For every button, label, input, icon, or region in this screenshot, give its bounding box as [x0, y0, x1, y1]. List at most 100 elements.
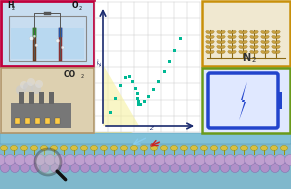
Text: -Z'': -Z''	[97, 58, 102, 66]
Ellipse shape	[250, 40, 254, 44]
Circle shape	[65, 154, 75, 166]
Ellipse shape	[206, 45, 210, 49]
FancyBboxPatch shape	[277, 92, 282, 109]
Ellipse shape	[10, 146, 17, 150]
Circle shape	[20, 163, 29, 173]
Point	[108, 111, 113, 114]
Ellipse shape	[239, 45, 243, 49]
Ellipse shape	[221, 50, 225, 54]
Circle shape	[0, 154, 6, 166]
Circle shape	[35, 149, 61, 175]
Circle shape	[224, 154, 235, 166]
Ellipse shape	[161, 146, 168, 150]
Circle shape	[194, 154, 205, 166]
Point	[133, 87, 138, 90]
Ellipse shape	[272, 40, 276, 44]
FancyBboxPatch shape	[15, 118, 20, 124]
Circle shape	[191, 163, 200, 173]
Point	[130, 80, 135, 83]
Ellipse shape	[210, 45, 214, 49]
Ellipse shape	[250, 30, 254, 34]
Polygon shape	[239, 82, 247, 120]
Circle shape	[171, 163, 180, 173]
Point	[138, 103, 143, 106]
Ellipse shape	[228, 35, 232, 39]
Ellipse shape	[276, 40, 280, 44]
Circle shape	[150, 163, 159, 173]
Ellipse shape	[261, 50, 265, 54]
Ellipse shape	[272, 45, 276, 49]
Ellipse shape	[254, 40, 258, 44]
Ellipse shape	[217, 45, 221, 49]
Circle shape	[51, 163, 59, 173]
Ellipse shape	[206, 50, 210, 54]
Circle shape	[31, 163, 40, 173]
Ellipse shape	[243, 35, 247, 39]
FancyBboxPatch shape	[19, 92, 24, 104]
Ellipse shape	[217, 40, 221, 44]
Circle shape	[145, 154, 155, 166]
Polygon shape	[75, 104, 135, 134]
Ellipse shape	[228, 50, 232, 54]
Point	[136, 103, 141, 106]
Ellipse shape	[260, 146, 267, 150]
Ellipse shape	[221, 40, 225, 44]
Circle shape	[265, 154, 276, 166]
Circle shape	[27, 78, 35, 86]
Ellipse shape	[217, 50, 221, 54]
Circle shape	[180, 163, 189, 173]
Ellipse shape	[239, 40, 243, 44]
Circle shape	[120, 163, 129, 173]
Ellipse shape	[1, 146, 8, 150]
Circle shape	[54, 154, 65, 166]
Point	[172, 49, 177, 52]
Ellipse shape	[150, 146, 157, 150]
Text: 2: 2	[81, 74, 84, 80]
Ellipse shape	[250, 45, 254, 49]
Circle shape	[114, 154, 125, 166]
Circle shape	[61, 46, 64, 49]
Circle shape	[45, 154, 56, 166]
Ellipse shape	[254, 35, 258, 39]
Circle shape	[210, 163, 219, 173]
Circle shape	[255, 154, 265, 166]
Polygon shape	[103, 64, 139, 126]
Ellipse shape	[240, 146, 248, 150]
Circle shape	[10, 163, 19, 173]
Ellipse shape	[221, 30, 225, 34]
Ellipse shape	[261, 30, 265, 34]
Ellipse shape	[254, 30, 258, 34]
Point	[157, 80, 161, 83]
Circle shape	[35, 154, 45, 166]
Ellipse shape	[61, 146, 68, 150]
Circle shape	[274, 154, 285, 166]
FancyBboxPatch shape	[202, 68, 290, 133]
FancyBboxPatch shape	[45, 118, 50, 124]
Ellipse shape	[228, 30, 232, 34]
Ellipse shape	[265, 35, 269, 39]
Circle shape	[95, 154, 106, 166]
Point	[178, 37, 183, 40]
Circle shape	[24, 154, 36, 166]
Text: 2: 2	[79, 5, 82, 11]
Point	[135, 97, 140, 100]
Point	[127, 75, 132, 78]
Ellipse shape	[250, 50, 254, 54]
Ellipse shape	[261, 40, 265, 44]
Point	[124, 76, 128, 79]
Ellipse shape	[20, 146, 28, 150]
Ellipse shape	[206, 30, 210, 34]
Point	[135, 92, 139, 95]
Circle shape	[104, 154, 116, 166]
Ellipse shape	[265, 50, 269, 54]
Ellipse shape	[210, 35, 214, 39]
Ellipse shape	[217, 30, 221, 34]
Ellipse shape	[261, 35, 265, 39]
Ellipse shape	[232, 40, 236, 44]
Ellipse shape	[254, 45, 258, 49]
Ellipse shape	[232, 30, 236, 34]
Circle shape	[15, 154, 26, 166]
Ellipse shape	[228, 40, 232, 44]
Ellipse shape	[228, 45, 232, 49]
Ellipse shape	[70, 146, 77, 150]
